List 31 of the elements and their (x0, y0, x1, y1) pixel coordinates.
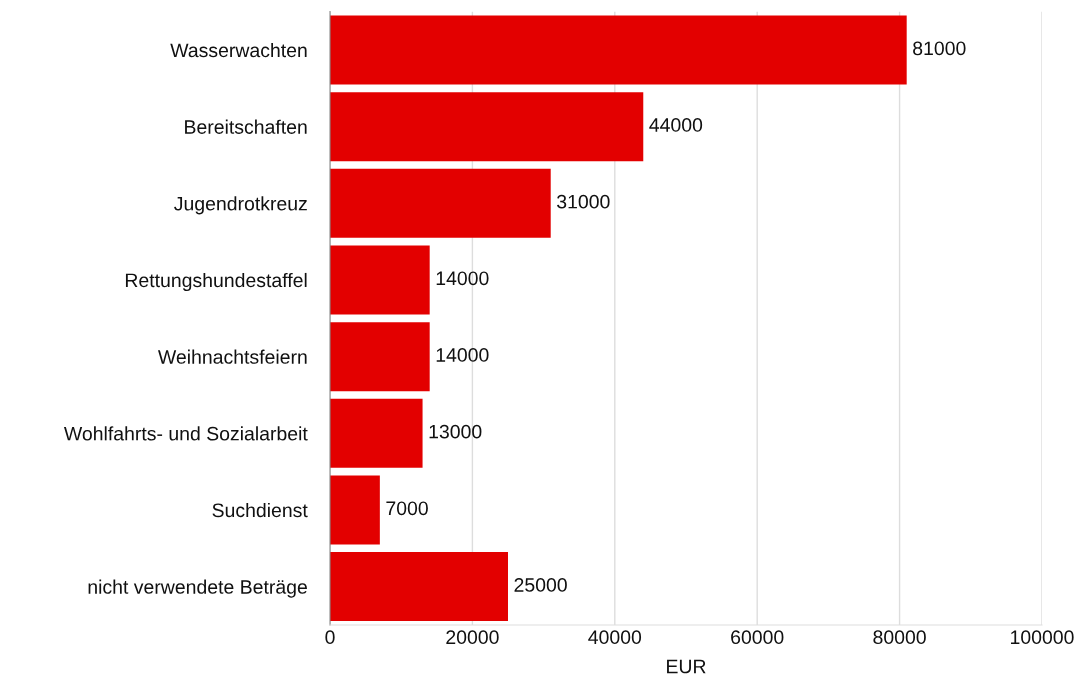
data-label: 44000 (649, 118, 703, 132)
bar (330, 92, 644, 162)
y-tick-label: nicht verwendete Beträge (88, 579, 307, 598)
data-label: 7000 (386, 501, 428, 516)
bar (330, 245, 430, 315)
y-tick-label: Wasserwachten (170, 42, 307, 58)
y-tick-label: Rettungshundestaffel (125, 272, 307, 292)
x-tick-label: 0 (325, 630, 335, 645)
bar (330, 552, 508, 622)
bar (330, 322, 430, 392)
data-label: 14000 (436, 271, 489, 286)
x-tick-label: 20000 (446, 630, 499, 645)
y-tick-label: Bereitschaften (185, 119, 307, 134)
bar (330, 398, 423, 468)
data-label: 25000 (514, 578, 567, 592)
x-tick-label: 100000 (1011, 630, 1074, 645)
x-tick-label: 40000 (588, 630, 642, 645)
data-label: 31000 (557, 194, 610, 209)
bar (330, 15, 907, 85)
y-tick-label: Weihnachtsfeiern (157, 349, 307, 364)
bar (330, 475, 380, 545)
x-tick-label: 60000 (731, 630, 784, 645)
bar (330, 168, 551, 238)
y-tick-label: Jugendrotkreuz (174, 196, 307, 215)
data-label: 13000 (429, 424, 482, 439)
y-tick-label: Suchdienst (212, 502, 308, 518)
y-tick-label: Wohlfahrts- und Sozialarbeit (63, 426, 308, 441)
x-axis-title: EUR (667, 659, 706, 674)
data-label: 81000 (913, 41, 966, 56)
x-tick-label: 80000 (873, 630, 926, 645)
data-label: 14000 (436, 348, 489, 362)
